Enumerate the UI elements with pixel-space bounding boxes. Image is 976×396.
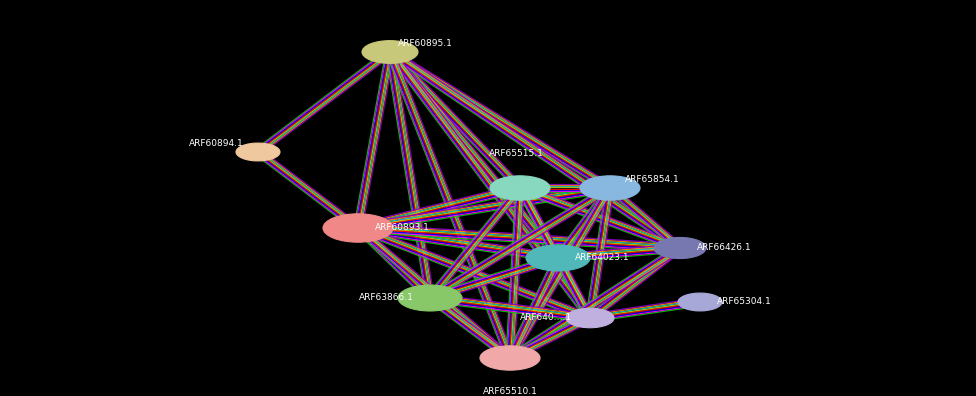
Text: ARF65515.1: ARF65515.1 — [489, 150, 544, 158]
Text: ARF65510.1: ARF65510.1 — [482, 388, 538, 396]
Text: ARF640….1: ARF640….1 — [520, 314, 572, 322]
Circle shape — [398, 285, 462, 311]
Circle shape — [654, 238, 706, 259]
Text: ARF65304.1: ARF65304.1 — [716, 297, 771, 307]
Circle shape — [678, 293, 722, 311]
Text: ARF63866.1: ARF63866.1 — [358, 293, 414, 303]
Circle shape — [323, 214, 393, 242]
Text: ARF64023.1: ARF64023.1 — [575, 253, 630, 263]
Circle shape — [236, 143, 280, 161]
Text: ARF60895.1: ARF60895.1 — [397, 40, 453, 48]
Text: ARF65854.1: ARF65854.1 — [625, 175, 679, 185]
Circle shape — [566, 308, 614, 328]
Text: ARF60893.1: ARF60893.1 — [375, 223, 429, 232]
Circle shape — [362, 41, 418, 63]
Text: ARF60894.1: ARF60894.1 — [188, 139, 243, 148]
Circle shape — [480, 346, 540, 370]
Circle shape — [526, 245, 590, 271]
Circle shape — [490, 176, 550, 200]
Circle shape — [580, 176, 640, 200]
Text: ARF66426.1: ARF66426.1 — [697, 244, 752, 253]
